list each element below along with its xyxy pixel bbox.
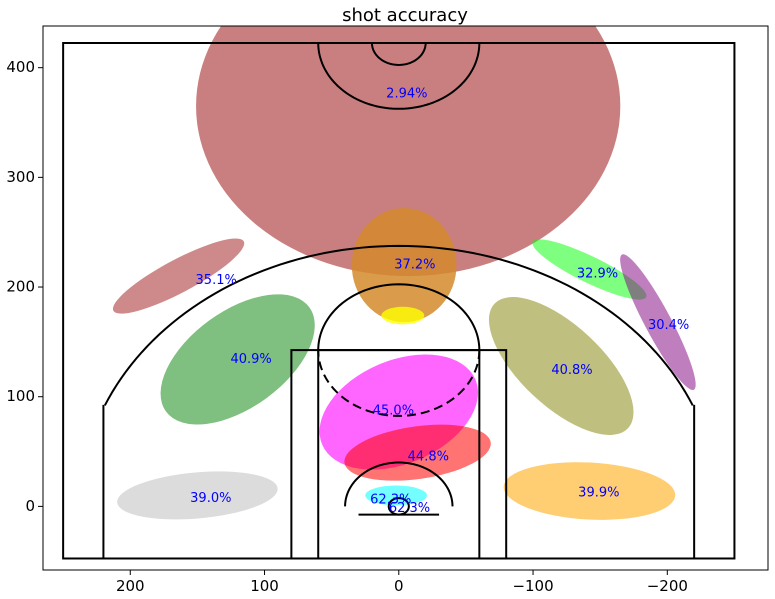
- y-axis: 0 100 200 300 400: [6, 58, 43, 515]
- zone-label-3: 35.1%: [196, 273, 237, 288]
- x-tick-label-0: 200: [116, 577, 145, 595]
- y-tick-label-0: 0: [25, 497, 35, 515]
- zone-label-13: 62.3%: [389, 501, 430, 516]
- y-tick-label-3: 300: [6, 168, 35, 186]
- zone-ellipse-10: [117, 471, 278, 520]
- zone-ellipse-11: [503, 462, 676, 520]
- zone-ellipse-3: [112, 238, 245, 314]
- zone-label-8: 45.0%: [373, 403, 414, 418]
- zone-label-1: 37.2%: [394, 258, 435, 273]
- zone-ellipse-1: [351, 208, 457, 323]
- x-tick-label-2: 0: [394, 577, 404, 595]
- three-point-arc: [103, 244, 694, 406]
- restricted-area: [344, 461, 454, 507]
- zone-ellipse-7: [488, 297, 634, 435]
- zone-label-6: 30.4%: [648, 318, 689, 333]
- paint-inner: [317, 349, 481, 560]
- hoop: [387, 497, 410, 516]
- zone-ellipses: [112, 26, 696, 520]
- chart-title: shot accuracy: [342, 5, 468, 26]
- zone-labels: 2.94% 37.2% 35.1% 40.9% 32.9% 30.4% 40.8% 45.0%…: [190, 87, 689, 517]
- zone-ellipse-6: [620, 254, 696, 390]
- zone-label-12: 62.3%: [370, 492, 411, 507]
- zone-label-10: 39.0%: [190, 491, 231, 506]
- zone-label-4: 40.9%: [230, 352, 271, 367]
- zone-label-5: 32.9%: [577, 266, 618, 281]
- center-court-inner: [370, 42, 427, 66]
- x-axis: 200 100 0 −100 −200: [116, 570, 688, 595]
- plot-frame: [42, 25, 769, 571]
- zone-ellipse-9: [344, 424, 491, 481]
- zone-ellipse-12: [365, 485, 427, 506]
- zone-label-9: 44.8%: [408, 450, 449, 465]
- zone-label-7: 40.8%: [551, 363, 592, 378]
- y-tick-label-2: 200: [6, 278, 35, 296]
- court-lines: [62, 42, 736, 560]
- zone-ellipse-2: [381, 306, 425, 325]
- y-tick-label-1: 100: [6, 387, 35, 405]
- free-throw-top: [317, 283, 481, 351]
- center-court-outer: [317, 42, 481, 110]
- zone-ellipse-5: [532, 239, 647, 300]
- x-tick-label-1: 100: [250, 577, 279, 595]
- zone-ellipse-0: [196, 26, 621, 277]
- free-throw-bottom: [317, 350, 481, 417]
- x-tick-label-4: −200: [647, 577, 688, 595]
- zone-ellipse-4: [160, 294, 315, 425]
- zone-label-11: 39.9%: [578, 486, 619, 501]
- x-tick-label-3: −100: [512, 577, 553, 595]
- y-tick-label-4: 400: [6, 58, 35, 76]
- plot-area: 2.94% 37.2% 35.1% 40.9% 32.9% 30.4% 40.8% 45.0%…: [62, 26, 736, 560]
- zone-label-0: 2.94%: [386, 87, 427, 102]
